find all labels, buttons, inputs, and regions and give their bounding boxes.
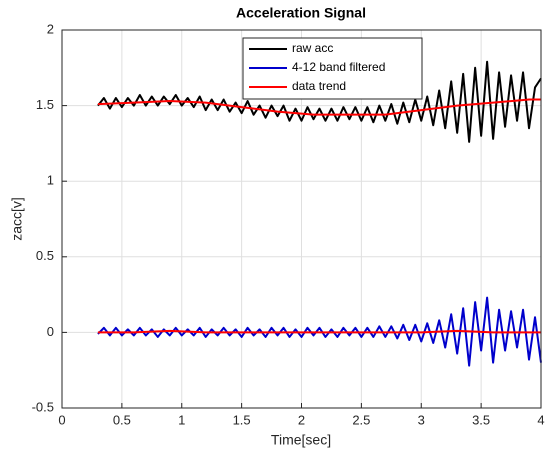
axes-box <box>61 29 542 409</box>
legend-label: raw acc <box>292 41 333 55</box>
x-tick-label: 3 <box>418 412 425 427</box>
data-line <box>97 329 541 334</box>
x-tick-label: 0.5 <box>113 412 131 427</box>
y-axis-label: zacc[v] <box>9 197 25 241</box>
x-tick-label: 1 <box>178 412 185 427</box>
legend-label: data trend <box>292 79 346 93</box>
x-tick-label: 0 <box>58 412 65 427</box>
y-tick-label: 1 <box>47 173 54 188</box>
legend-label: 4-12 band filtered <box>292 60 385 74</box>
y-tick-label: 0.5 <box>36 248 54 263</box>
x-tick-label: 4 <box>537 412 544 427</box>
x-tick-label: 1.5 <box>233 412 251 427</box>
x-tick-label: 3.5 <box>472 412 490 427</box>
data-line <box>97 98 541 116</box>
x-tick-label: 2 <box>298 412 305 427</box>
chart-title: Acceleration Signal <box>236 5 366 21</box>
y-tick-label: -0.5 <box>32 399 54 414</box>
y-tick-label: 1.5 <box>36 97 54 112</box>
x-axis-label: Time[sec] <box>271 432 331 448</box>
y-tick-label: 0 <box>47 324 54 339</box>
x-tick-label: 2.5 <box>352 412 370 427</box>
y-tick-label: 2 <box>47 21 54 36</box>
data-line <box>97 296 542 367</box>
